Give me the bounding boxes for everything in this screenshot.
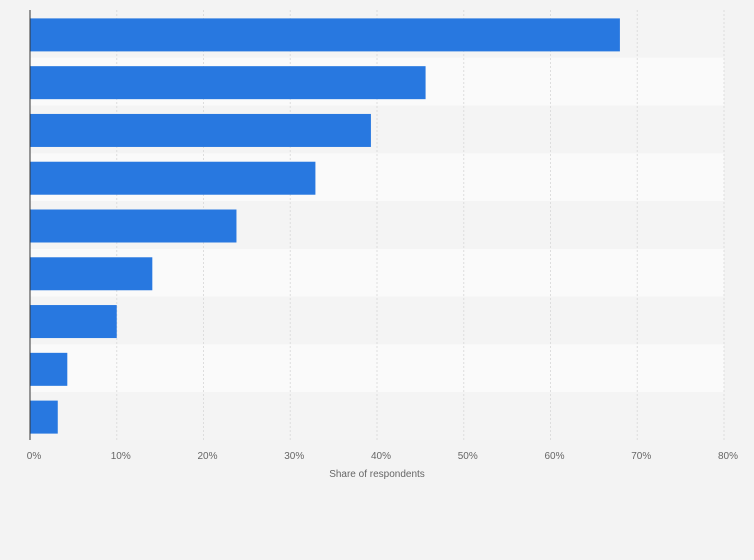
bar[interactable]: [30, 257, 153, 291]
x-tick-label: 60%: [544, 451, 564, 462]
x-tick-label: 80%: [718, 451, 738, 462]
x-tick-label: 70%: [631, 451, 651, 462]
bar[interactable]: [30, 161, 316, 195]
x-tick-label: 30%: [284, 451, 304, 462]
bars: [30, 18, 620, 434]
x-axis-title: Share of respondents: [329, 469, 425, 480]
x-tick-label: 40%: [371, 451, 391, 462]
x-tick-label: 10%: [111, 451, 131, 462]
x-tick-label: 20%: [197, 451, 217, 462]
bar[interactable]: [30, 352, 68, 386]
bar[interactable]: [30, 400, 58, 434]
row-band: [30, 296, 724, 345]
bar[interactable]: [30, 66, 426, 100]
bar[interactable]: [30, 305, 117, 339]
row-band: [30, 392, 724, 440]
bar[interactable]: [30, 113, 371, 147]
row-band: [30, 344, 724, 393]
x-axis-ticks: 0% 10% 20% 30% 40% 50% 60% 70% 80%: [27, 451, 738, 462]
x-tick-label: 50%: [458, 451, 478, 462]
bar[interactable]: [30, 18, 620, 52]
x-tick-label: 0%: [27, 451, 42, 462]
bar[interactable]: [30, 209, 237, 243]
